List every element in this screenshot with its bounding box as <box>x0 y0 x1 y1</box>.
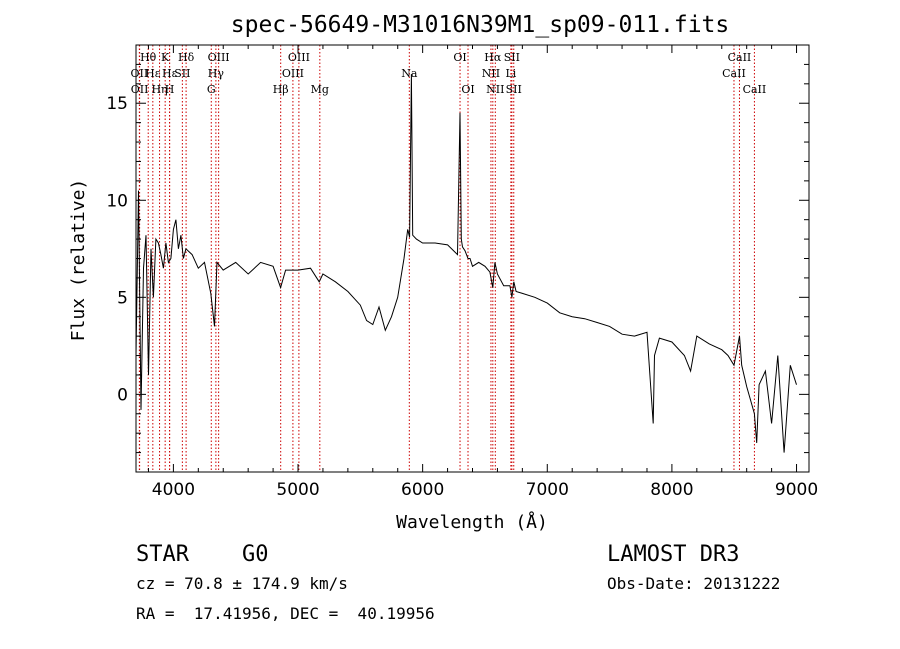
x-tick-label-2: 6000 <box>401 480 444 500</box>
line-label-15: OIII <box>282 67 304 80</box>
x-tick-label-0: 4000 <box>152 480 195 500</box>
y-tick-label-3: 15 <box>106 94 128 114</box>
y-tick-label-2: 10 <box>106 191 128 211</box>
line-label-28: CaII <box>743 83 767 96</box>
line-label-7: H <box>165 83 175 96</box>
line-label-17: Na <box>401 67 418 80</box>
line-label-16: Mg <box>311 83 329 96</box>
y-axis-label: Flux (relative) <box>68 179 89 342</box>
line-label-23: SII <box>504 51 520 64</box>
line-label-6: Hε <box>162 67 178 80</box>
line-label-11: Hγ <box>208 67 225 80</box>
line-label-20: Hα <box>484 51 502 64</box>
line-label-24: Li <box>505 67 516 80</box>
line-label-5: K <box>161 51 170 64</box>
redshift-cz: cz = 70.8 ± 174.9 km/s <box>136 574 348 593</box>
line-label-22: NII <box>486 83 504 96</box>
line-label-25: SII <box>506 83 522 96</box>
x-tick-label-3: 7000 <box>526 480 569 500</box>
x-tick-label-4: 8000 <box>650 480 693 500</box>
star-subclass: G0 <box>242 542 269 567</box>
line-label-21: NII <box>482 67 500 80</box>
spectral-line-markers <box>138 45 755 472</box>
line-label-18: OI <box>453 51 466 64</box>
x-axis-label: Wavelength (Å) <box>396 511 548 533</box>
line-label-8: Hδ <box>178 51 195 64</box>
line-label-10: OIII <box>208 51 230 64</box>
spectrum-line <box>135 74 797 453</box>
line-label-14: OIII <box>288 51 310 64</box>
x-axis-ticks: 4000 5000 6000 7000 8000 9000 <box>147 45 818 500</box>
chart-title: spec-56649-M31016N39M1_sp09-011.fits <box>231 12 730 38</box>
survey-name: LAMOST DR3 <box>607 542 739 567</box>
line-label-3: Hε <box>145 67 161 80</box>
line-label-9: SII <box>174 67 190 80</box>
coordinates: RA = 17.41956, DEC = 40.19956 <box>136 604 435 623</box>
x-tick-label-1: 5000 <box>276 480 319 500</box>
plot-frame <box>135 44 810 473</box>
line-label-4: Hη <box>151 83 167 96</box>
x-tick-label-5: 9000 <box>775 480 818 500</box>
y-tick-label-1: 5 <box>117 288 128 308</box>
y-tick-label-0: 0 <box>117 385 128 405</box>
line-label-26: CaII <box>728 51 752 64</box>
line-label-0: Hθ <box>140 51 157 64</box>
line-label-27: CaII <box>722 67 746 80</box>
star-class: STAR <box>136 542 190 567</box>
line-label-1: OII <box>131 67 149 80</box>
obs-date: Obs-Date: 20131222 <box>607 574 780 593</box>
line-label-2: OII <box>131 83 149 96</box>
line-label-19: OI <box>461 83 474 96</box>
y-axis-ticks: 0 5 10 15 <box>106 63 809 454</box>
line-label-13: Hβ <box>273 83 289 96</box>
line-label-12: G <box>207 83 216 96</box>
